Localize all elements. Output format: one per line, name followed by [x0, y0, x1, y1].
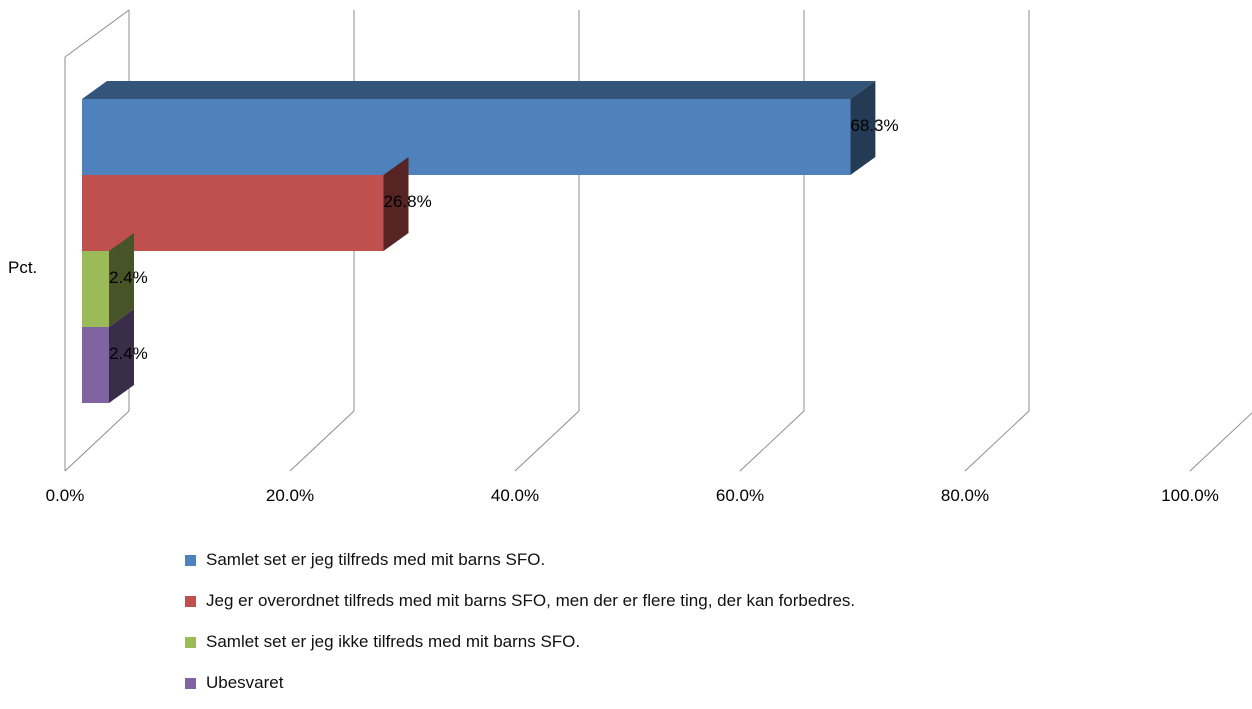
x-tick-label: 100.0% [1161, 486, 1219, 505]
bar-side-face [383, 157, 409, 251]
gridline-floor [289, 410, 355, 472]
x-tick-label: 80.0% [941, 486, 989, 505]
gridline-floor [964, 410, 1030, 472]
legend-item: Samlet set er jeg ikke tilfreds med mit … [185, 627, 855, 657]
x-tick-label: 20.0% [266, 486, 314, 505]
legend-label: Jeg er overordnet tilfreds med mit barns… [206, 591, 856, 610]
legend-swatch [185, 595, 196, 607]
bar [82, 99, 851, 175]
gridline-floor [64, 410, 130, 472]
data-labels: 68.3% 26.8% 2.4% 2.4% [109, 116, 899, 363]
bar [82, 251, 109, 327]
bar [82, 327, 109, 403]
bar-side-face [109, 309, 134, 403]
legend-swatch [185, 677, 196, 689]
data-label: 26.8% [384, 192, 432, 211]
legend-swatch [185, 554, 196, 566]
bars [82, 81, 876, 403]
bar-chart: 68.3% 26.8% 2.4% 2.4% 0.0% 20.0% 40.0% 60.0% 80… [8, 9, 1252, 505]
legend: Samlet set er jeg tilfreds med mit barns… [185, 545, 855, 709]
legend-swatch [185, 636, 196, 648]
legend-label: Samlet set er jeg tilfreds med mit barns… [206, 550, 546, 569]
legend-item: Ubesvaret [185, 668, 855, 698]
gridline-floor [739, 410, 805, 472]
legend-label: Ubesvaret [206, 673, 284, 692]
x-tick-label: 0.0% [46, 486, 85, 505]
legend-label: Samlet set er jeg ikke tilfreds med mit … [206, 632, 581, 651]
x-tick-label: 60.0% [716, 486, 764, 505]
data-label: 68.3% [850, 116, 898, 135]
left-wall-top-edge [64, 9, 130, 58]
gridline-floor [1189, 412, 1252, 472]
legend-item: Samlet set er jeg tilfreds med mit barns… [185, 545, 855, 575]
data-label: 2.4% [109, 268, 148, 287]
bar-side-face [850, 81, 876, 175]
bar-side-face [109, 233, 134, 327]
x-tick-label: 40.0% [491, 486, 539, 505]
legend-item: Jeg er overordnet tilfreds med mit barns… [185, 586, 855, 616]
category-label: Pct. [8, 258, 37, 277]
x-axis-ticks: 0.0% 20.0% 40.0% 60.0% 80.0% 100.0% [46, 486, 1219, 505]
data-label: 2.4% [109, 344, 148, 363]
gridline-floor [514, 410, 580, 472]
bar-top-face [82, 81, 876, 99]
